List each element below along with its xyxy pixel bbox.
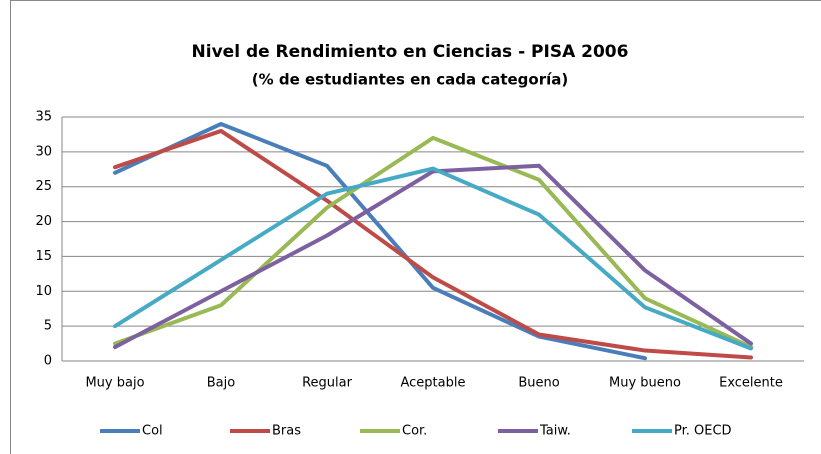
series-line [113, 163, 753, 350]
y-tick-label: 25 [35, 179, 52, 194]
x-tick-label: Bueno [518, 376, 559, 391]
legend-label: Cor. [402, 424, 427, 439]
y-tick-label: 20 [35, 214, 52, 229]
x-tick-label: Bajo [207, 376, 235, 391]
series-line [113, 166, 753, 351]
series-line [113, 135, 753, 350]
series-line [113, 128, 753, 360]
y-tick-label: 15 [35, 249, 52, 264]
x-tick-label: Excelente [719, 376, 783, 391]
chart-frame [10, 0, 821, 454]
chart-subtitle: (% de estudiantes en cada categoría) [252, 71, 568, 89]
x-tick-label: Regular [302, 376, 353, 391]
legend-label: Bras [272, 424, 301, 439]
y-tick-label: 35 [35, 110, 52, 125]
y-tick-label: 5 [44, 319, 52, 334]
x-tick-label: Aceptable [401, 376, 466, 391]
legend-label: Pr. OECD [674, 424, 732, 439]
legend-label: Col [142, 424, 163, 439]
series-line [113, 121, 647, 361]
legend-label: Taiw. [539, 424, 571, 439]
y-tick-label: 10 [35, 284, 52, 299]
chart-title: Nivel de Rendimiento en Ciencias - PISA … [192, 42, 629, 62]
y-tick-label: 0 [44, 354, 52, 369]
x-tick-label: Muy bueno [609, 376, 681, 391]
x-tick-label: Muy bajo [85, 376, 144, 391]
y-tick-label: 30 [35, 144, 52, 159]
